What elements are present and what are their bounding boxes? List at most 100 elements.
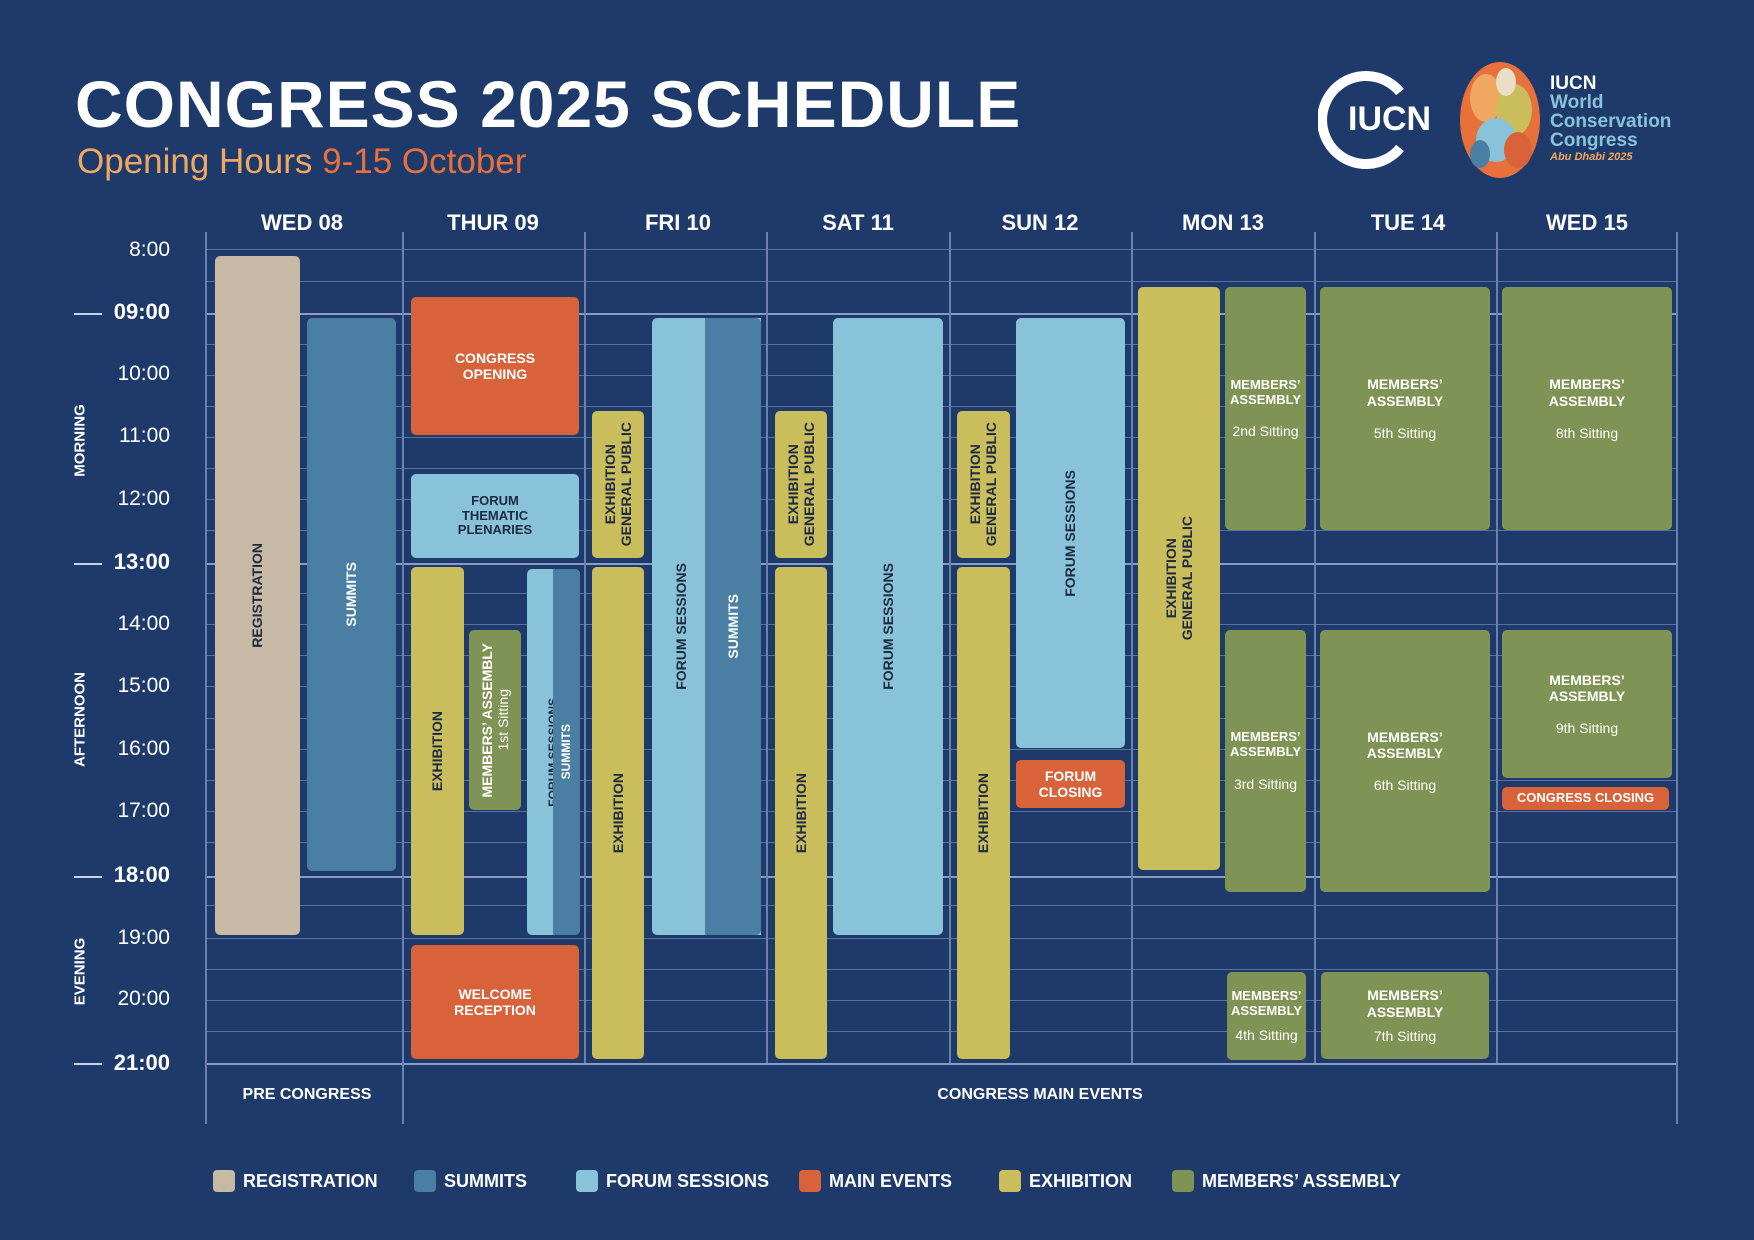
grid-divider — [205, 232, 207, 1124]
time-label-1400: 14:00 — [117, 612, 170, 635]
time-label-1600: 16:00 — [117, 737, 170, 760]
event-summits[interactable]: SUMMITS — [553, 569, 580, 935]
grid-divider — [1496, 232, 1498, 1063]
grid-divider — [1676, 232, 1678, 1124]
grid-line — [205, 281, 1678, 282]
legend-swatch — [1172, 1170, 1194, 1192]
wcc-logo-line2: World — [1550, 92, 1604, 113]
footer-pre-congress: PRE CONGRESS — [242, 1086, 372, 1103]
event-forum-sessions[interactable]: FORUM SESSIONS — [833, 318, 943, 935]
event-label: MEMBERS’ ASSEMBLY — [1230, 988, 1303, 1018]
event-label: CONGRESS CLOSING — [1516, 790, 1655, 806]
event-label: FORUM SESSIONS — [879, 563, 896, 690]
event-summits[interactable]: SUMMITS — [705, 318, 761, 935]
event-label: REGISTRATION — [249, 543, 266, 648]
time-tick — [74, 876, 102, 878]
grid-line-major — [205, 313, 1678, 315]
event-forum-sessions[interactable]: FORUM SESSIONS — [1016, 318, 1125, 748]
wcc-logo-line5: Abu Dhabi 2025 — [1550, 151, 1633, 163]
time-label-0900: 09:00 — [113, 299, 170, 324]
legend-item-exhibition: EXHIBITION — [999, 1170, 1132, 1192]
event-members-assembly-7th[interactable]: MEMBERS’ ASSEMBLY 7th Sitting — [1321, 972, 1489, 1059]
day-header-fri-10: FRI 10 — [644, 210, 712, 235]
event-label: EXHIBITION — [792, 772, 809, 854]
event-label: FORUM THEMATIC PLENARIES — [457, 492, 533, 538]
legend-swatch — [799, 1170, 821, 1192]
time-label-1200: 12:00 — [117, 487, 170, 510]
event-exhibition[interactable]: EXHIBITION — [411, 567, 464, 935]
event-exhibition[interactable]: EXHIBITION — [957, 567, 1010, 1059]
event-congress-closing[interactable]: CONGRESS CLOSING — [1502, 787, 1669, 810]
time-label-1800: 18:00 — [113, 862, 170, 887]
event-exhibition-general-public[interactable]: EXHIBITION GENERAL PUBLIC — [592, 411, 644, 558]
event-label: EXHIBITION — [601, 444, 618, 525]
event-summits[interactable]: SUMMITS — [307, 318, 396, 871]
event-members-assembly-3rd[interactable]: MEMBERS’ ASSEMBLY 3rd Sitting — [1225, 630, 1306, 892]
time-label-1300: 13:00 — [113, 549, 170, 574]
event-registration[interactable]: REGISTRATION — [215, 256, 300, 935]
event-sublabel: GENERAL PUBLIC — [983, 422, 1000, 547]
event-sitting: 9th Sitting — [1555, 720, 1619, 737]
time-label-2000: 20:00 — [117, 987, 170, 1010]
event-members-assembly-9th[interactable]: MEMBERS’ ASSEMBLY 9th Sitting — [1502, 630, 1672, 778]
legend-swatch — [213, 1170, 235, 1192]
grid-divider — [402, 232, 404, 1124]
event-exhibition-general-public[interactable]: EXHIBITION GENERAL PUBLIC — [775, 411, 827, 558]
event-exhibition[interactable]: EXHIBITION — [775, 567, 827, 1059]
grid-divider — [766, 232, 768, 1063]
grid-line — [205, 1000, 1678, 1001]
period-morning: MORNING — [71, 404, 89, 477]
event-label: MEMBERS’ ASSEMBLY — [1548, 376, 1626, 409]
event-members-assembly-8th[interactable]: MEMBERS’ ASSEMBLY 8th Sitting — [1502, 287, 1672, 530]
time-label-0800: 8:00 — [129, 238, 170, 261]
event-label: MEMBERS’ ASSEMBLY — [1366, 728, 1444, 761]
legend-item-summits: SUMMITS — [414, 1170, 527, 1192]
footer-main-events: CONGRESS MAIN EVENTS — [937, 1086, 1143, 1103]
event-label: MEMBERS’ ASSEMBLY — [1548, 671, 1626, 704]
grid-divider — [1131, 232, 1133, 1063]
legend-label: SUMMITS — [444, 1170, 527, 1191]
legend-label: EXHIBITION — [1029, 1170, 1133, 1191]
event-label: MEMBERS’ ASSEMBLY — [1229, 376, 1302, 407]
legend-label: FORUM SESSIONS — [606, 1170, 770, 1191]
day-header-wed-15: WED 15 — [1546, 210, 1628, 235]
event-sitting: 8th Sitting — [1555, 424, 1619, 441]
event-sitting: 6th Sitting — [1373, 777, 1437, 794]
event-label: MEMBERS’ ASSEMBLY — [478, 642, 495, 798]
grid-line — [205, 969, 1678, 970]
legend-item-main-events: MAIN EVENTS — [799, 1170, 952, 1192]
event-forum-thematic-plenaries[interactable]: FORUM THEMATIC PLENARIES — [411, 474, 579, 558]
event-sitting: 5th Sitting — [1373, 424, 1437, 441]
day-header-tue-14: TUE 14 — [1370, 210, 1446, 235]
event-members-assembly-5th[interactable]: MEMBERS’ ASSEMBLY 5th Sitting — [1320, 287, 1490, 530]
event-exhibition-general-public[interactable]: EXHIBITION GENERAL PUBLIC — [957, 411, 1010, 558]
time-label-1100: 11:00 — [119, 424, 170, 447]
event-exhibition-general-public[interactable]: EXHIBITION GENERAL PUBLIC — [1138, 287, 1220, 870]
event-label: EXHIBITION — [967, 444, 984, 525]
iucn-logo-text: IUCN — [1348, 100, 1432, 138]
legend-item-forum-sessions: FORUM SESSIONS — [576, 1170, 769, 1192]
event-sitting: 1st Sitting — [495, 689, 511, 751]
event-members-assembly[interactable]: MEMBERS’ ASSEMBLY 1st Sitting — [469, 630, 521, 810]
grid-divider — [1314, 232, 1316, 1063]
day-header-thur-09: THUR 09 — [447, 210, 539, 235]
event-members-assembly-4th[interactable]: MEMBERS’ ASSEMBLY 4th Sitting — [1227, 972, 1306, 1060]
event-forum-closing[interactable]: FORUM CLOSING — [1016, 760, 1125, 808]
legend-label: REGISTRATION — [243, 1170, 378, 1191]
event-welcome-reception[interactable]: WELCOME RECEPTION — [411, 945, 579, 1059]
event-exhibition[interactable]: EXHIBITION — [592, 567, 644, 1059]
event-label: WELCOME RECEPTION — [454, 985, 536, 1018]
day-header-mon-13: MON 13 — [1182, 210, 1264, 235]
event-members-assembly-2nd[interactable]: MEMBERS’ ASSEMBLY 2nd Sitting — [1225, 287, 1306, 530]
wcc-logo-line3: Conservation — [1550, 111, 1672, 132]
legend-item-members-assembly: MEMBERS’ ASSEMBLY — [1172, 1170, 1401, 1192]
page-subtitle: Opening Hours 9-15 October — [77, 142, 526, 182]
legend-item-registration: REGISTRATION — [213, 1170, 378, 1192]
event-label: MEMBERS’ ASSEMBLY — [1366, 376, 1444, 409]
event-label: EXHIBITION — [784, 444, 801, 525]
event-members-assembly-6th[interactable]: MEMBERS’ ASSEMBLY 6th Sitting — [1320, 630, 1490, 892]
event-sublabel: GENERAL PUBLIC — [801, 422, 817, 547]
time-label-1000: 10:00 — [117, 362, 170, 385]
event-congress-opening[interactable]: CONGRESS OPENING — [411, 297, 579, 435]
event-label: SUMMITS — [724, 594, 741, 659]
